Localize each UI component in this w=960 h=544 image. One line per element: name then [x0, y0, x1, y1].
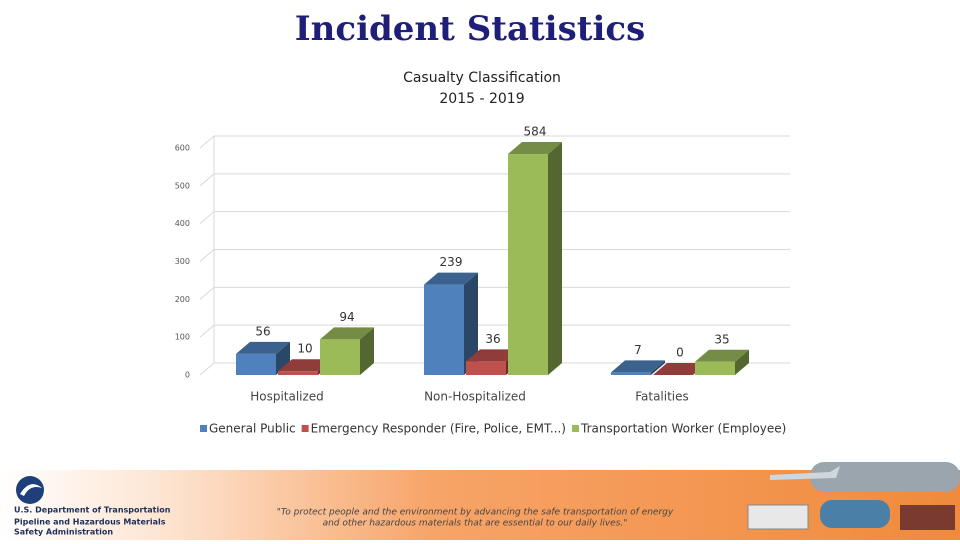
- bar: [424, 284, 464, 375]
- value-label: 94: [339, 310, 354, 324]
- grid-line: [199, 362, 215, 376]
- plot: 0 100 200 300 400 500 600 Hospitalized 56 10 94 Non…: [175, 125, 790, 404]
- agency: U.S. Department of Transportation: [14, 506, 171, 515]
- bar: [611, 372, 651, 375]
- bar-side: [464, 272, 478, 375]
- bar-top: [320, 327, 374, 340]
- office: Safety Administration: [14, 528, 113, 537]
- x-tick-label: Fatalities: [635, 390, 689, 404]
- x-tick-label: Hospitalized: [250, 390, 324, 404]
- dot-logo-mark: [20, 484, 42, 496]
- y-tick-label: 300: [175, 257, 190, 266]
- office: Pipeline and Hazardous Materials: [14, 518, 166, 527]
- bar-top: [236, 341, 290, 354]
- bar-top: [695, 349, 749, 362]
- quote: and other hazardous materials that are e…: [323, 519, 628, 529]
- y-tick-label: 0: [185, 371, 190, 380]
- y-tick-label: 500: [175, 181, 190, 190]
- bar-top: [508, 142, 562, 155]
- value-label: 239: [440, 255, 463, 269]
- legend-label: Emergency Responder (Fire, Police, EMT..…: [311, 422, 566, 436]
- chart-title: Casualty Classification: [403, 70, 561, 86]
- bar-side: [735, 349, 749, 375]
- slide-title: Incident Statistics: [295, 9, 645, 49]
- legend-swatch: [301, 425, 309, 432]
- legend: General Public Emergency Responder (Fire,…: [200, 422, 786, 436]
- bar: [278, 371, 318, 375]
- transport-images: [747, 462, 960, 530]
- bar-side: [651, 360, 665, 375]
- legend-label: Transportation Worker (Employee): [580, 422, 786, 436]
- x-tick-label: Non-Hospitalized: [424, 390, 526, 404]
- y-tick-label: 600: [175, 144, 190, 153]
- bar-side: [276, 341, 290, 375]
- value-label: 10: [297, 342, 312, 356]
- value-label: 584: [524, 125, 547, 139]
- grid-line: [199, 173, 215, 187]
- value-label: 56: [255, 324, 270, 338]
- grid-line: [199, 324, 215, 338]
- bar-top: [611, 360, 665, 373]
- y-tick-label: 400: [175, 219, 190, 228]
- quote: "To protect people and the environment b…: [277, 508, 674, 518]
- bar-top: [278, 359, 332, 372]
- dot-logo: [16, 476, 44, 504]
- legend-label: General Public: [209, 422, 296, 436]
- bar-side: [360, 327, 374, 375]
- bar-top: [653, 363, 707, 375]
- bar: [466, 361, 506, 375]
- y-tick-label: 200: [175, 295, 190, 304]
- grid-line: [199, 286, 215, 300]
- bar: [695, 361, 735, 375]
- grid-line: [199, 135, 215, 149]
- value-label: 7: [634, 343, 642, 357]
- legend-swatch: [572, 425, 579, 432]
- value-label: 0: [676, 346, 684, 360]
- bar-top: [466, 349, 520, 362]
- bar: [236, 353, 276, 375]
- bar: [320, 339, 360, 375]
- bar: [508, 154, 548, 375]
- bar-top: [424, 272, 478, 285]
- value-label: 35: [714, 332, 729, 346]
- grid-line: [199, 211, 215, 225]
- chart-subtitle: 2015 - 2019: [439, 91, 524, 107]
- bar-side: [548, 142, 562, 375]
- y-tick-label: 100: [175, 333, 190, 342]
- grid-line: [199, 249, 215, 262]
- legend-swatch: [200, 425, 207, 432]
- value-label: 36: [485, 332, 500, 346]
